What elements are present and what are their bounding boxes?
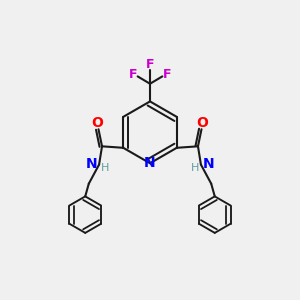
Text: F: F	[163, 68, 172, 81]
Text: F: F	[128, 68, 137, 81]
Text: F: F	[146, 58, 154, 71]
Text: N: N	[86, 157, 98, 171]
Text: N: N	[202, 157, 214, 171]
Text: N: N	[144, 156, 156, 170]
Text: H: H	[101, 163, 109, 173]
Text: H: H	[191, 163, 199, 173]
Text: O: O	[92, 116, 103, 130]
Text: O: O	[197, 116, 208, 130]
